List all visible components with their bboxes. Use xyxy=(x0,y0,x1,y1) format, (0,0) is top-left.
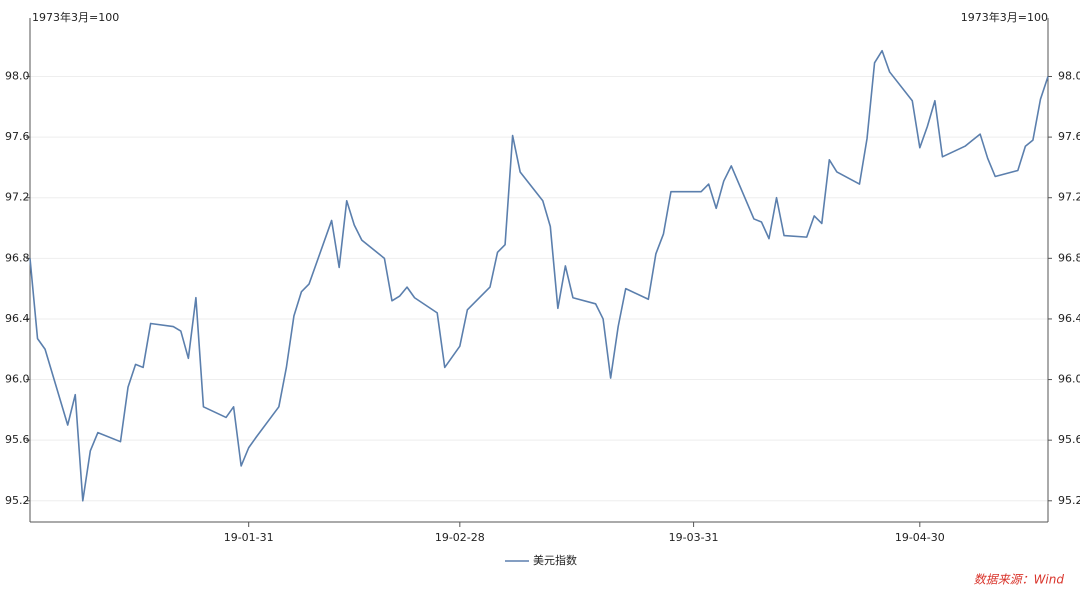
y2-tick-label: 98.0 xyxy=(1058,69,1080,82)
legend-label: 美元指数 xyxy=(533,553,577,567)
y-tick-label: 95.2 xyxy=(5,494,30,507)
y-tick-label: 96.4 xyxy=(5,312,30,325)
y2-tick-label: 97.2 xyxy=(1058,191,1080,204)
y-tick-label: 95.6 xyxy=(5,433,30,446)
x-tick-label: 19-03-31 xyxy=(669,531,719,544)
y-tick-label: 96.0 xyxy=(5,373,30,386)
y-tick-label: 97.2 xyxy=(5,191,30,204)
y-tick-label: 98.0 xyxy=(5,69,30,82)
y2-tick-label: 96.0 xyxy=(1058,373,1080,386)
y2-tick-label: 95.6 xyxy=(1058,433,1080,446)
y2-tick-label: 96.4 xyxy=(1058,312,1080,325)
y-tick-label: 97.6 xyxy=(5,130,30,143)
y2-tick-label: 96.8 xyxy=(1058,251,1080,264)
source-note: 数据来源：Wind xyxy=(974,573,1065,587)
x-tick-label: 19-01-31 xyxy=(224,531,274,544)
y2-tick-label: 97.6 xyxy=(1058,130,1080,143)
y-tick-label: 96.8 xyxy=(5,251,30,264)
x-tick-label: 19-02-28 xyxy=(435,531,485,544)
line-series xyxy=(29,49,1049,502)
y-axis-label: 1973年3月=100 xyxy=(32,10,119,24)
y2-tick-label: 95.2 xyxy=(1058,494,1080,507)
y2-axis-label: 1973年3月=100 xyxy=(961,10,1048,24)
x-tick-label: 19-04-30 xyxy=(895,531,945,544)
